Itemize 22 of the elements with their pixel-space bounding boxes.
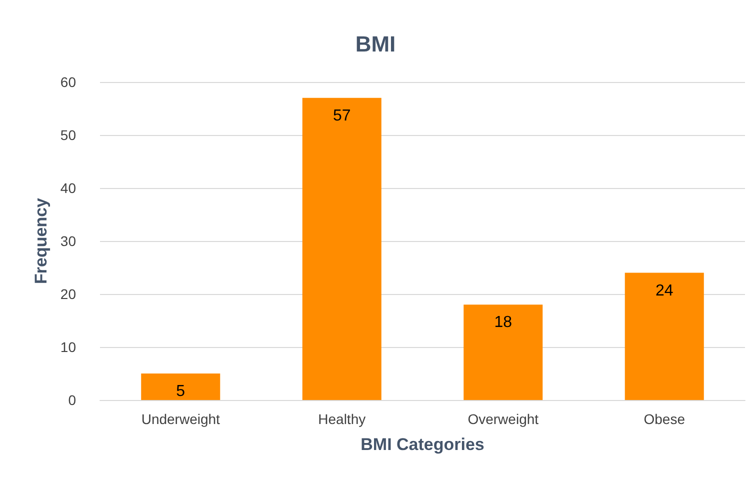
y-tick-label: 50 [60,127,76,143]
bar [302,98,382,400]
data-label: 18 [494,314,512,332]
y-tick-label: 20 [60,286,76,302]
x-axis-title: BMI Categories [360,435,484,454]
y-axis-title: Frequency [32,197,51,284]
x-tick-label: Obese [644,411,686,427]
x-tick-label: Overweight [468,411,539,427]
data-label: 5 [176,383,186,400]
chart-title: BMI [355,32,396,56]
y-tick-label: 0 [68,392,76,408]
bar [464,304,543,400]
y-tick-label: 40 [60,180,76,196]
bar [141,374,220,400]
y-tick-label: 60 [60,74,76,90]
y-tick-label: 10 [60,339,76,355]
x-tick-label: Underweight [141,411,220,427]
data-label: 24 [655,282,674,300]
bar [624,272,704,400]
data-label: 57 [332,107,351,124]
y-tick-label: 30 [60,233,76,249]
x-tick-label: Healthy [318,411,366,427]
